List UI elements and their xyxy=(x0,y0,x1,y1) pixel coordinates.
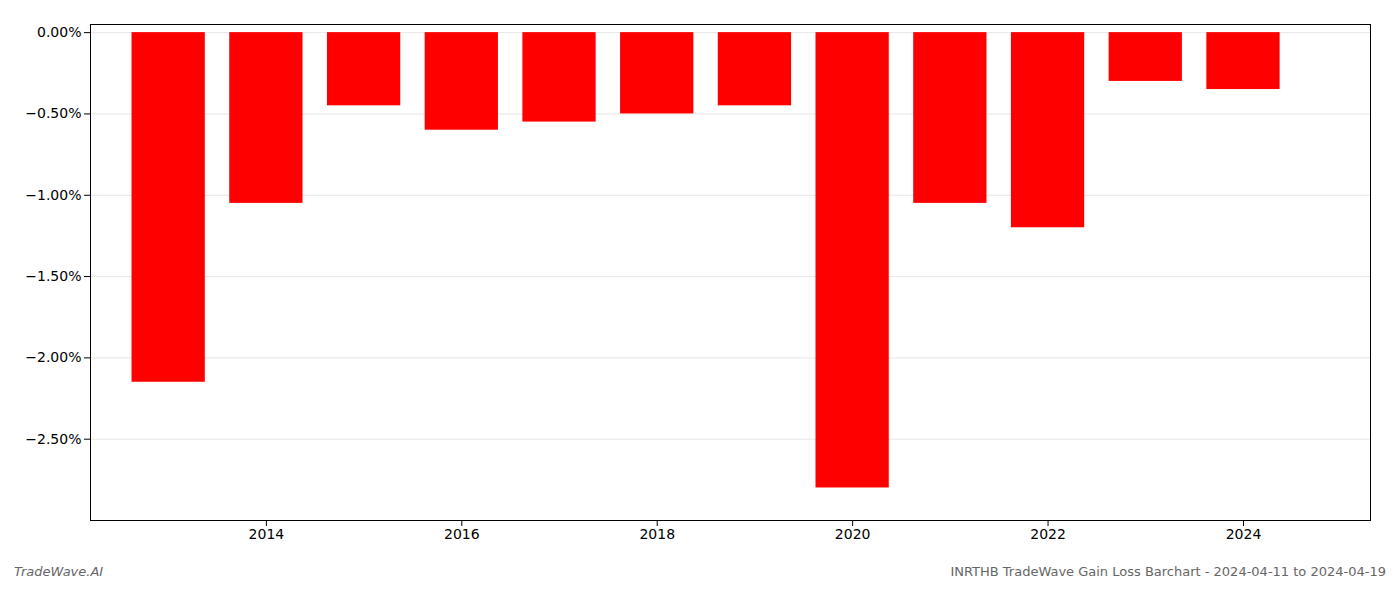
svg-text:−0.50%: −0.50% xyxy=(25,105,81,121)
svg-text:0.00%: 0.00% xyxy=(37,24,81,40)
svg-text:−2.50%: −2.50% xyxy=(25,431,81,447)
html-text:TradeWave.AI: TradeWave.AI xyxy=(14,564,104,579)
svg-text:−2.00%: −2.00% xyxy=(25,349,81,365)
svg-text:2024: 2024 xyxy=(1226,526,1262,542)
svg-text:2018: 2018 xyxy=(639,526,675,542)
svg-text:2022: 2022 xyxy=(1030,526,1066,542)
html-text:INRTHB TradeWave Gain Loss Bar: INRTHB TradeWave Gain Loss Barchart - 20… xyxy=(950,564,1386,579)
svg-text:2014: 2014 xyxy=(249,526,285,542)
svg-text:−1.00%: −1.00% xyxy=(25,187,81,203)
svg-text:2016: 2016 xyxy=(444,526,480,542)
svg-text:−1.50%: −1.50% xyxy=(25,268,81,284)
svg-text:2020: 2020 xyxy=(835,526,871,542)
